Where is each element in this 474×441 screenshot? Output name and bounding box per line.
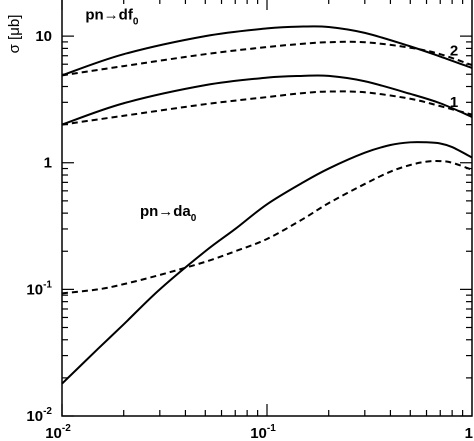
y-tick-label: 10-2 bbox=[26, 406, 52, 425]
series-line-solid bbox=[61, 25, 473, 77]
axes: 10-2 10-1 1 10-2 10-1 1 10 bbox=[26, 0, 473, 441]
curve-annotation: 2 bbox=[450, 43, 458, 60]
y-axis-label: σ [μb] bbox=[6, 15, 23, 54]
series-line-dashed bbox=[61, 90, 473, 126]
curve-annotation: pn→da0 bbox=[140, 203, 197, 224]
y-tick-label: 10 bbox=[35, 28, 52, 45]
x-tick-label: 1 bbox=[465, 425, 473, 441]
curve-annotation: 1 bbox=[450, 94, 458, 111]
series-line-dashed bbox=[61, 160, 473, 295]
plot-frame bbox=[61, 0, 473, 417]
series-lines bbox=[61, 25, 473, 385]
series-line-dashed bbox=[61, 40, 473, 77]
curve-annotation: pn→df0 bbox=[85, 7, 138, 28]
y-tick-label: 1 bbox=[44, 155, 52, 172]
y-tick-label: 10-1 bbox=[26, 279, 52, 298]
x-tick-label: 10-2 bbox=[45, 423, 71, 441]
annotations: pn→df0 pn→da0 2 1 bbox=[85, 7, 458, 224]
x-tick-label: 10-1 bbox=[250, 423, 276, 441]
series-line-solid bbox=[61, 141, 473, 385]
series-line-solid bbox=[61, 74, 473, 126]
